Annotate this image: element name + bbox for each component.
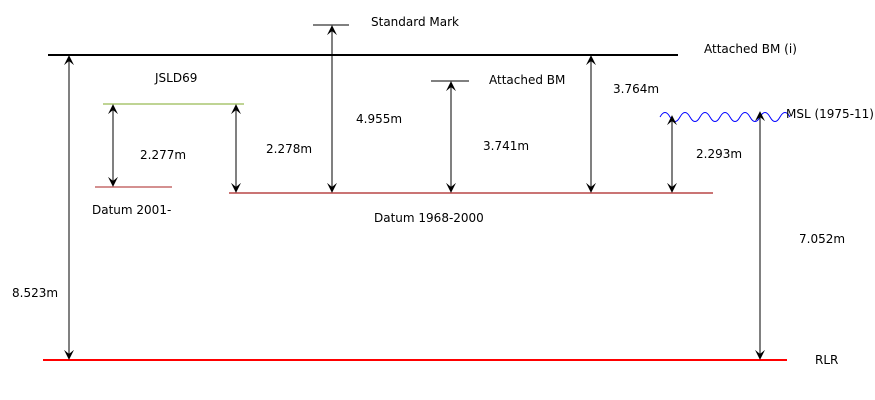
attached-bm-label: Attached BM [489,73,565,87]
measure-3764: 3.764m [613,82,659,96]
measure-8523: 8.523m [12,286,58,300]
standard-mark-label: Standard Mark [371,15,459,29]
measure-4955: 4.955m [356,112,402,126]
datum-2001-label: Datum 2001- [92,203,171,217]
measure-3741: 3.741m [483,139,529,153]
attached-bm-i-label: Attached BM (i) [704,42,797,56]
measure-2293: 2.293m [696,147,742,161]
datum-1968-label: Datum 1968-2000 [374,211,484,225]
measure-7052: 7.052m [799,232,845,246]
msl-wave [659,112,791,122]
rlr-label: RLR [815,353,838,367]
msl-label: MSL (1975-11) [786,107,874,121]
jsld69-label: JSLD69 [154,71,197,85]
measure-2278: 2.278m [266,142,312,156]
measure-2277: 2.277m [140,148,186,162]
